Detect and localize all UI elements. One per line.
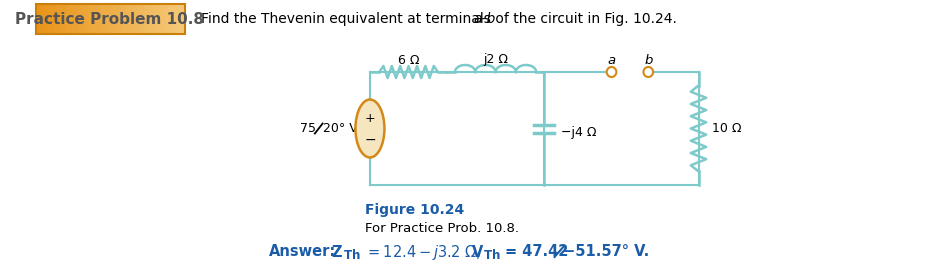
Bar	[133, 4, 137, 34]
Bar	[66, 4, 69, 34]
Text: −j4 Ω: −j4 Ω	[561, 126, 597, 139]
Text: For Practice Prob. 10.8.: For Practice Prob. 10.8.	[365, 221, 519, 235]
Text: −: −	[364, 133, 375, 147]
Bar	[118, 4, 122, 34]
Bar	[58, 4, 62, 34]
Bar	[144, 4, 148, 34]
Bar	[159, 4, 163, 34]
Text: Figure 10.24: Figure 10.24	[365, 203, 464, 217]
Bar	[125, 4, 129, 34]
Bar	[114, 4, 118, 34]
Bar	[95, 4, 99, 34]
Bar	[69, 4, 73, 34]
Text: j2 Ω: j2 Ω	[483, 54, 508, 66]
Bar	[84, 4, 88, 34]
Bar	[80, 4, 84, 34]
Bar	[167, 4, 171, 34]
Text: Find the Thevenin equivalent at terminals: Find the Thevenin equivalent at terminal…	[201, 12, 495, 26]
Bar	[47, 4, 51, 34]
Text: −51.57° V.: −51.57° V.	[563, 245, 650, 260]
Text: a: a	[607, 54, 616, 66]
Bar	[43, 4, 47, 34]
Text: = 47.42: = 47.42	[505, 245, 569, 260]
Bar	[156, 4, 159, 34]
Text: 20° V: 20° V	[323, 122, 357, 135]
Bar	[51, 4, 55, 34]
Text: a-b: a-b	[473, 12, 496, 26]
Bar	[62, 4, 66, 34]
Text: of the circuit in Fig. 10.24.: of the circuit in Fig. 10.24.	[490, 12, 677, 26]
Bar	[76, 4, 80, 34]
Bar	[148, 4, 152, 34]
Bar	[99, 4, 103, 34]
Bar	[110, 4, 114, 34]
Bar	[182, 4, 186, 34]
Bar	[73, 4, 76, 34]
Bar	[137, 4, 141, 34]
Circle shape	[606, 67, 617, 77]
Text: b: b	[644, 54, 653, 66]
Bar	[129, 4, 133, 34]
Bar	[141, 4, 144, 34]
Bar	[91, 4, 95, 34]
Bar	[36, 4, 186, 34]
Ellipse shape	[356, 100, 385, 158]
Bar	[122, 4, 125, 34]
Bar	[163, 4, 167, 34]
Bar	[40, 4, 43, 34]
Text: $= 12.4 - j3.2\ \Omega,$: $= 12.4 - j3.2\ \Omega,$	[365, 242, 481, 261]
Text: 75: 75	[301, 122, 316, 135]
Bar	[152, 4, 156, 34]
Bar	[178, 4, 182, 34]
Text: $\mathbf{Th}$: $\mathbf{Th}$	[343, 248, 360, 262]
Text: Practice Problem 10.8: Practice Problem 10.8	[15, 12, 205, 27]
Text: 10 Ω: 10 Ω	[712, 122, 741, 135]
Circle shape	[643, 67, 653, 77]
Bar	[103, 4, 107, 34]
Text: $\mathbf{V}$: $\mathbf{V}$	[472, 244, 485, 260]
Bar	[174, 4, 178, 34]
Text: $\mathbf{Z}$: $\mathbf{Z}$	[331, 244, 343, 260]
Bar	[88, 4, 91, 34]
Bar	[36, 4, 40, 34]
Text: $\mathbf{Th}$: $\mathbf{Th}$	[483, 248, 501, 262]
Bar	[107, 4, 110, 34]
Text: Answer:: Answer:	[269, 245, 336, 260]
Text: +: +	[365, 112, 375, 125]
Bar	[55, 4, 58, 34]
Bar	[171, 4, 174, 34]
Text: 6 Ω: 6 Ω	[398, 54, 420, 66]
